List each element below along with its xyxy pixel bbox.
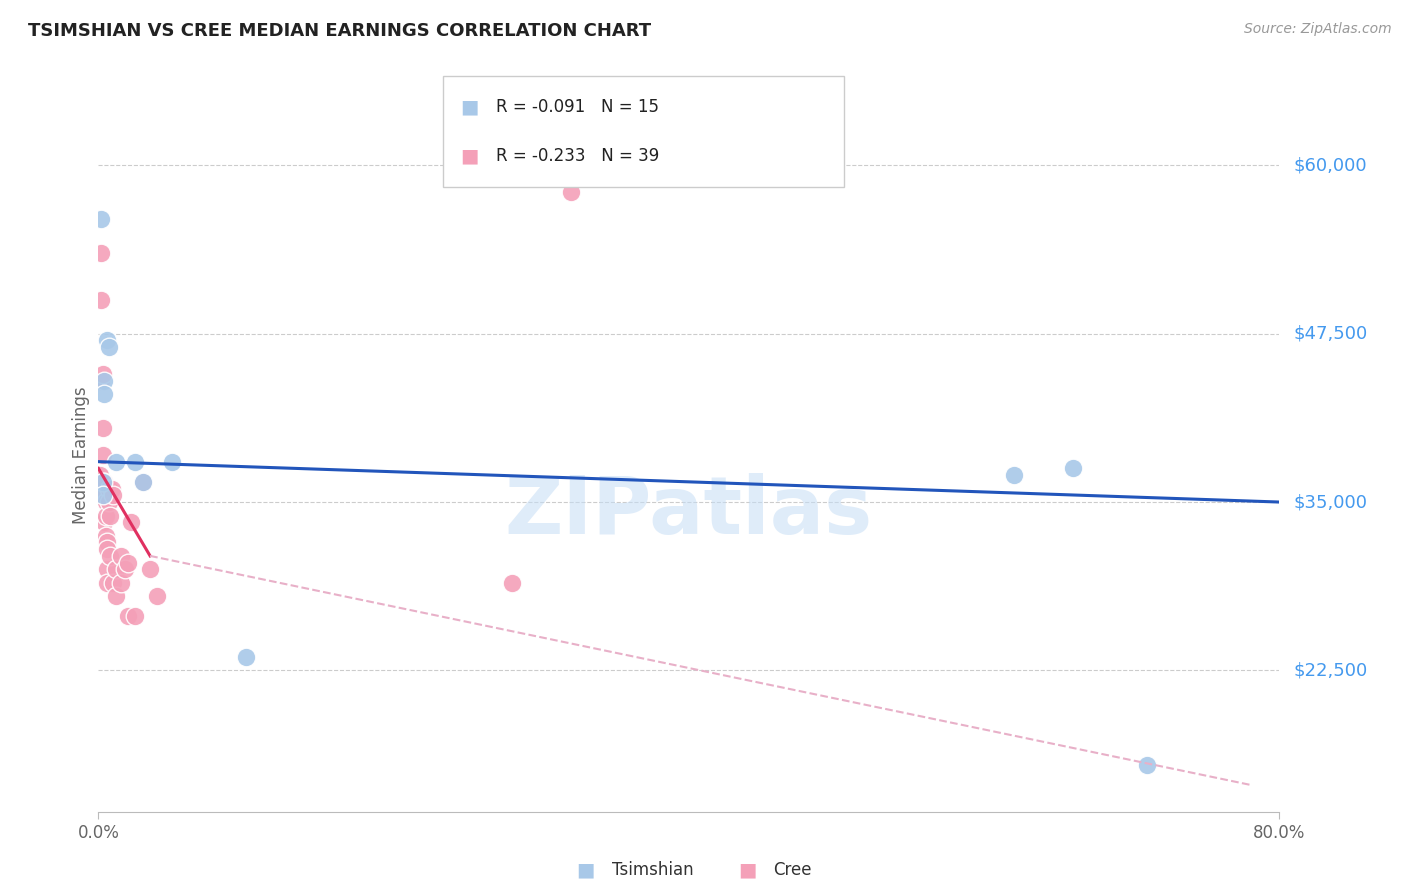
Text: R = -0.233   N = 39: R = -0.233 N = 39 [496, 147, 659, 165]
Point [139, 562, 162, 576]
Point [91, 482, 114, 496]
Text: ■: ■ [576, 860, 595, 880]
Point [1135, 757, 1157, 772]
Point [98, 549, 121, 563]
Point [90, 293, 112, 307]
Point [117, 556, 139, 570]
Text: Tsimshian: Tsimshian [612, 861, 693, 879]
Point [146, 589, 169, 603]
Point [235, 649, 257, 664]
Point [91, 367, 114, 381]
Point [93, 387, 115, 401]
Point [97, 482, 120, 496]
Point [96, 562, 118, 576]
Point [94, 529, 117, 543]
Point [96, 542, 118, 557]
Text: $22,500: $22,500 [1294, 661, 1368, 680]
Text: $35,000: $35,000 [1294, 493, 1368, 511]
Text: $60,000: $60,000 [1294, 156, 1367, 175]
Point [94, 495, 117, 509]
Y-axis label: Median Earnings: Median Earnings [72, 386, 90, 524]
Point [117, 609, 139, 624]
Text: Cree: Cree [773, 861, 811, 879]
Point [96, 535, 118, 549]
Point [105, 589, 128, 603]
Point [89, 468, 111, 483]
Point [114, 562, 136, 576]
Point [105, 455, 128, 469]
Point [132, 475, 155, 489]
Point [94, 508, 117, 523]
Text: ■: ■ [738, 860, 756, 880]
Point [93, 515, 115, 529]
Point [501, 575, 523, 590]
Point [110, 575, 132, 590]
Point [93, 475, 115, 489]
Text: TSIMSHIAN VS CREE MEDIAN EARNINGS CORRELATION CHART: TSIMSHIAN VS CREE MEDIAN EARNINGS CORREL… [28, 22, 651, 40]
Point [93, 488, 115, 502]
Point [93, 374, 115, 388]
Point [1002, 468, 1025, 483]
Point [91, 475, 114, 489]
Point [90, 212, 112, 227]
Point [560, 186, 582, 200]
Point [96, 575, 118, 590]
Point [98, 508, 121, 523]
Text: ■: ■ [460, 146, 478, 166]
Point [132, 475, 155, 489]
Text: ZIPatlas: ZIPatlas [505, 473, 873, 551]
Point [97, 340, 120, 354]
Point [103, 575, 125, 590]
Point [120, 515, 142, 529]
Text: $47,500: $47,500 [1294, 325, 1368, 343]
Point [1062, 461, 1084, 475]
Point [90, 246, 112, 260]
Point [91, 448, 114, 462]
Point [110, 549, 132, 563]
Point [124, 609, 146, 624]
Point [90, 374, 112, 388]
Text: R = -0.091   N = 15: R = -0.091 N = 15 [496, 98, 659, 116]
Text: ■: ■ [460, 97, 478, 117]
Point [91, 488, 114, 502]
Point [96, 334, 118, 348]
Point [124, 455, 146, 469]
Point [105, 562, 128, 576]
Text: Source: ZipAtlas.com: Source: ZipAtlas.com [1244, 22, 1392, 37]
Point [91, 421, 114, 435]
Point [97, 495, 120, 509]
Point [162, 455, 183, 469]
Point [100, 482, 122, 496]
Point [103, 488, 125, 502]
